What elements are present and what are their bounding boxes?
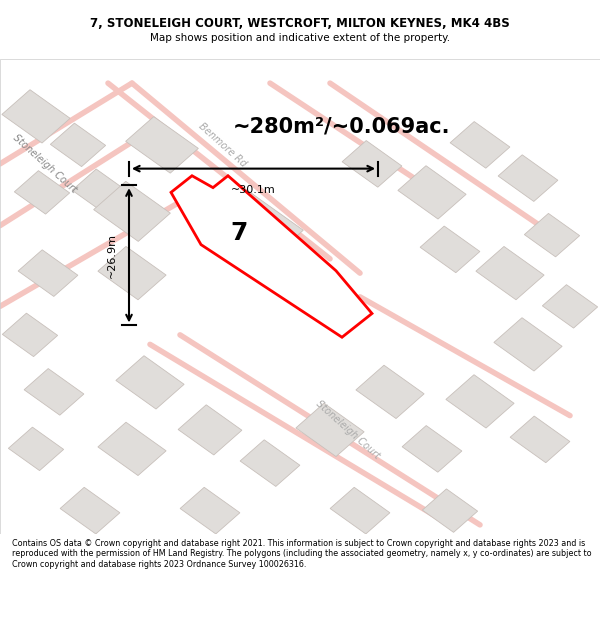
Text: Benmore Rd: Benmore Rd: [196, 121, 248, 169]
Polygon shape: [125, 117, 199, 173]
Text: ~30.1m: ~30.1m: [231, 185, 276, 195]
Polygon shape: [330, 488, 390, 534]
Text: ~26.9m: ~26.9m: [107, 232, 117, 278]
Polygon shape: [60, 488, 120, 534]
Polygon shape: [171, 176, 372, 338]
Polygon shape: [2, 90, 70, 143]
Polygon shape: [398, 166, 466, 219]
Polygon shape: [72, 169, 132, 216]
Polygon shape: [542, 284, 598, 328]
Text: Contains OS data © Crown copyright and database right 2021. This information is : Contains OS data © Crown copyright and d…: [12, 539, 592, 569]
Polygon shape: [446, 375, 514, 428]
Polygon shape: [178, 405, 242, 455]
Text: 7, STONELEIGH COURT, WESTCROFT, MILTON KEYNES, MK4 4BS: 7, STONELEIGH COURT, WESTCROFT, MILTON K…: [90, 17, 510, 29]
Polygon shape: [450, 122, 510, 168]
Polygon shape: [524, 213, 580, 257]
Text: ~280m²/~0.069ac.: ~280m²/~0.069ac.: [233, 116, 451, 136]
Polygon shape: [94, 181, 170, 241]
Polygon shape: [422, 489, 478, 532]
Polygon shape: [18, 250, 78, 296]
Polygon shape: [240, 440, 300, 486]
Polygon shape: [356, 365, 424, 419]
Polygon shape: [98, 422, 166, 476]
Polygon shape: [510, 416, 570, 462]
Polygon shape: [180, 488, 240, 534]
Polygon shape: [296, 403, 364, 456]
Polygon shape: [2, 313, 58, 357]
Polygon shape: [24, 369, 84, 415]
Text: Map shows position and indicative extent of the property.: Map shows position and indicative extent…: [150, 32, 450, 43]
Polygon shape: [116, 356, 184, 409]
Polygon shape: [420, 226, 480, 272]
Text: 7: 7: [230, 221, 247, 245]
Polygon shape: [342, 141, 402, 187]
Polygon shape: [98, 246, 166, 300]
Polygon shape: [50, 123, 106, 167]
Polygon shape: [402, 426, 462, 472]
Polygon shape: [498, 155, 558, 201]
Polygon shape: [14, 171, 70, 214]
Text: Stoneleigh Court: Stoneleigh Court: [314, 399, 382, 461]
Polygon shape: [8, 427, 64, 471]
Text: Stoneleigh Court: Stoneleigh Court: [11, 132, 79, 195]
Polygon shape: [476, 246, 544, 300]
Polygon shape: [201, 186, 303, 266]
Polygon shape: [494, 318, 562, 371]
